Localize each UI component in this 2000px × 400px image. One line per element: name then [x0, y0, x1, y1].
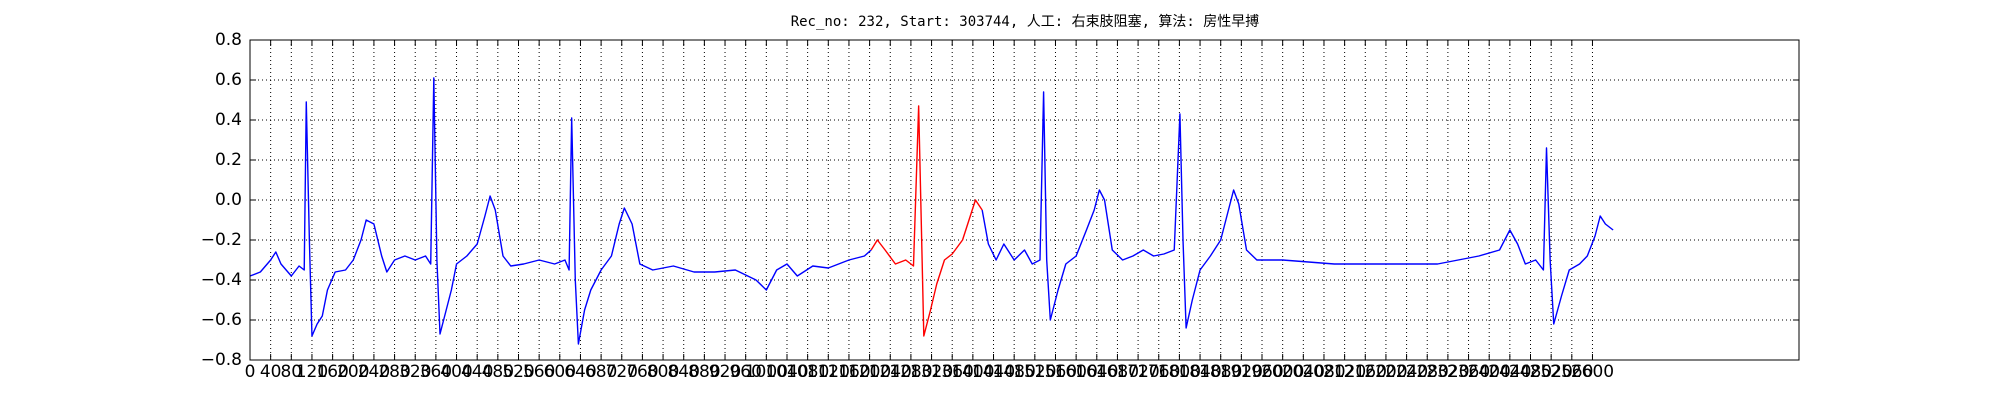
x-tick-label: 920	[709, 362, 741, 382]
x-tick-label: 240	[358, 362, 390, 382]
x-tick-label: 1480	[993, 362, 1036, 382]
x-tick-label: 120	[296, 362, 328, 382]
x-tick-label: 1960	[1240, 362, 1283, 382]
x-tick-label: 1600	[1055, 362, 1098, 382]
x-tick-label: 720	[606, 362, 638, 382]
x-tick-label: 2440	[1488, 362, 1531, 382]
x-tick-label: 400	[440, 362, 472, 382]
x-tick-label: 2480	[1509, 362, 1552, 382]
x-tick-label: 2000	[1261, 362, 1304, 382]
x-tick-label: 2320	[1426, 362, 1469, 382]
x-tick-label: 2120	[1323, 362, 1366, 382]
y-tick-label: −0.8	[201, 350, 242, 370]
y-tick-label: 0.2	[215, 150, 242, 170]
y-tick-label: −0.6	[201, 310, 242, 330]
x-tick-label: 1160	[827, 362, 870, 382]
x-tick-label: 1840	[1178, 362, 1221, 382]
x-tick-label: 1040	[765, 362, 808, 382]
x-tick-label: 1800	[1158, 362, 1201, 382]
x-tick-label: 2040	[1282, 362, 1325, 382]
x-tick-label: 1680	[1096, 362, 1139, 382]
chart-title: Rec_no: 232, Start: 303744, 人工: 右束肢阻塞, 算…	[791, 13, 1260, 30]
x-tick-label: 760	[626, 362, 658, 382]
x-tick-label: 2240	[1385, 362, 1428, 382]
x-tick-label: 1440	[972, 362, 1015, 382]
x-tick-label: 2080	[1302, 362, 1345, 382]
y-tick-label: 0.0	[215, 190, 242, 210]
x-tick-label: 1720	[1116, 362, 1159, 382]
x-tick-label: 1000	[745, 362, 788, 382]
x-tick-label: 2520	[1530, 362, 1573, 382]
ticks: −0.8−0.6−0.4−0.20.00.20.40.60.80 40 801201…	[201, 30, 1799, 382]
y-tick-label: 0.6	[215, 70, 242, 90]
x-tick-label: 1240	[869, 362, 912, 382]
x-tick-label: 2560	[1550, 362, 1593, 382]
x-tick-label: 40	[260, 362, 282, 382]
y-tick-label: 0.4	[215, 110, 242, 130]
x-tick-label: 2600	[1571, 362, 1614, 382]
x-tick-label: 480	[482, 362, 514, 382]
y-tick-label: 0.8	[215, 30, 242, 50]
x-tick-label: 200	[337, 362, 369, 382]
x-tick-label: 1760	[1137, 362, 1180, 382]
x-tick-label: 1080	[786, 362, 829, 382]
x-tick-label: 600	[544, 362, 576, 382]
x-tick-label: 80	[280, 362, 302, 382]
ecg-line	[870, 105, 983, 337]
x-tick-label: 1560	[1034, 362, 1077, 382]
x-tick-label: 2400	[1468, 362, 1511, 382]
x-tick-label: 520	[502, 362, 534, 382]
x-tick-label: 680	[585, 362, 617, 382]
y-tick-label: −0.4	[201, 270, 242, 290]
x-tick-label: 360	[420, 362, 452, 382]
x-tick-label: 960	[729, 362, 761, 382]
x-tick-label: 1200	[848, 362, 891, 382]
x-tick-label: 160	[316, 362, 348, 382]
x-tick-label: 800	[647, 362, 679, 382]
x-tick-label: 1280	[889, 362, 932, 382]
y-tick-label: −0.2	[201, 230, 242, 250]
x-tick-label: 2160	[1344, 362, 1387, 382]
x-tick-label: 880	[688, 362, 720, 382]
x-tick-label: 0	[245, 362, 256, 382]
x-tick-label: 640	[564, 362, 596, 382]
x-tick-label: 1360	[931, 362, 974, 382]
x-tick-label: 2360	[1447, 362, 1490, 382]
x-tick-label: 1520	[1013, 362, 1056, 382]
x-tick-label: 840	[667, 362, 699, 382]
x-tick-label: 560	[523, 362, 555, 382]
x-tick-label: 2280	[1406, 362, 1449, 382]
x-tick-label: 1320	[910, 362, 953, 382]
x-tick-label: 1400	[951, 362, 994, 382]
lines	[249, 77, 1614, 345]
x-tick-label: 2200	[1364, 362, 1407, 382]
x-tick-label: 440	[461, 362, 493, 382]
x-tick-label: 1640	[1075, 362, 1118, 382]
ecg-line	[249, 77, 1614, 345]
x-tick-label: 320	[399, 362, 431, 382]
x-tick-label: 1880	[1199, 362, 1242, 382]
x-tick-label: 1920	[1220, 362, 1263, 382]
x-tick-label: 1120	[807, 362, 850, 382]
x-tick-label: 280	[378, 362, 410, 382]
